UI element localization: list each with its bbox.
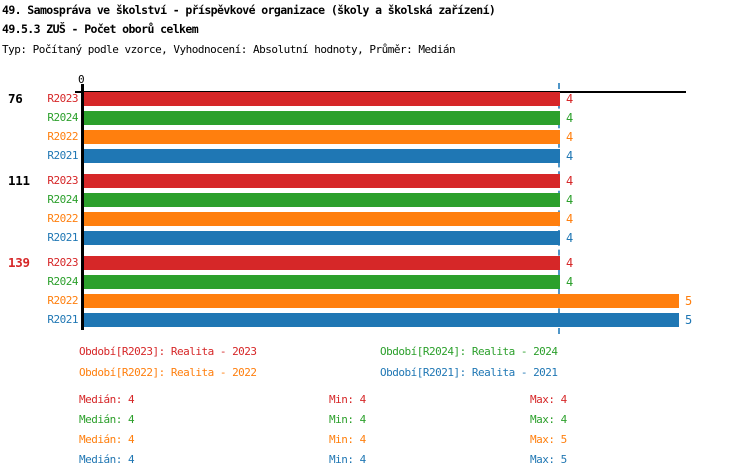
bar <box>84 212 560 226</box>
bar-value: 4 <box>566 111 574 125</box>
bar-row-label: R2021 <box>47 149 78 162</box>
origin-label: 0 <box>78 73 85 86</box>
page-title: 49. Samospráva ve školství - příspěvkové… <box>2 3 496 17</box>
stat-max-r2021: Max: 5 <box>530 453 567 466</box>
bar-value: 4 <box>566 130 574 144</box>
bar-value: 4 <box>566 193 574 207</box>
group-label: 139 <box>8 255 30 270</box>
bar-row-label: R2021 <box>47 313 78 326</box>
stat-median-r2023: Medián: 4 <box>79 393 135 406</box>
bar-row-label: R2023 <box>47 92 78 105</box>
chart-meta: Typ: Počítaný podle vzorce, Vyhodnocení:… <box>2 43 456 56</box>
origin-tick <box>81 84 84 91</box>
bar <box>84 231 560 245</box>
bar-value: 4 <box>566 92 574 106</box>
stat-min-r2021: Min: 4 <box>329 453 366 466</box>
bar-row-label: R2022 <box>47 212 78 225</box>
legend-item-r2022: Období[R2022]: Realita - 2022 <box>79 366 257 379</box>
bar-value: 5 <box>685 294 693 308</box>
stat-min-r2022: Min: 4 <box>329 433 366 446</box>
group-label: 76 <box>8 91 23 106</box>
bar <box>84 130 560 144</box>
stat-median-r2021: Medián: 4 <box>79 453 135 466</box>
bar <box>84 294 679 308</box>
stat-median-r2024: Medián: 4 <box>79 413 135 426</box>
legend-item-r2021: Období[R2021]: Realita - 2021 <box>380 366 558 379</box>
bar <box>84 193 560 207</box>
bar-value: 4 <box>566 212 574 226</box>
bar-row-label: R2023 <box>47 256 78 269</box>
bar-value: 5 <box>685 313 693 327</box>
bar-row-label: R2024 <box>47 193 78 206</box>
bar <box>84 313 679 327</box>
stat-max-r2023: Max: 4 <box>530 393 567 406</box>
bar <box>84 111 560 125</box>
bar <box>84 92 560 106</box>
stat-min-r2024: Min: 4 <box>329 413 366 426</box>
bar <box>84 275 560 289</box>
bar-value: 4 <box>566 231 574 245</box>
bar <box>84 174 560 188</box>
stat-min-r2023: Min: 4 <box>329 393 366 406</box>
bar-row-label: R2022 <box>47 130 78 143</box>
bar-value: 4 <box>566 174 574 188</box>
stat-max-r2024: Max: 4 <box>530 413 567 426</box>
bar <box>84 256 560 270</box>
y-axis-line <box>81 91 84 330</box>
stat-max-r2022: Max: 5 <box>530 433 567 446</box>
bar-row-label: R2023 <box>47 174 78 187</box>
bar-row-label: R2024 <box>47 111 78 124</box>
stat-median-r2022: Medián: 4 <box>79 433 135 446</box>
bar-row-label: R2024 <box>47 275 78 288</box>
group-label: 111 <box>8 173 30 188</box>
median-line <box>558 83 560 334</box>
bar-value: 4 <box>566 149 574 163</box>
legend-item-r2023: Období[R2023]: Realita - 2023 <box>79 345 257 358</box>
bar-row-label: R2021 <box>47 231 78 244</box>
bar-row-label: R2022 <box>47 294 78 307</box>
bar <box>84 149 560 163</box>
bar-value: 4 <box>566 275 574 289</box>
bar-value: 4 <box>566 256 574 270</box>
legend-item-r2024: Období[R2024]: Realita - 2024 <box>380 345 558 358</box>
chart-subtitle: 49.5.3 ZUŠ - Počet oborů celkem <box>2 22 199 36</box>
